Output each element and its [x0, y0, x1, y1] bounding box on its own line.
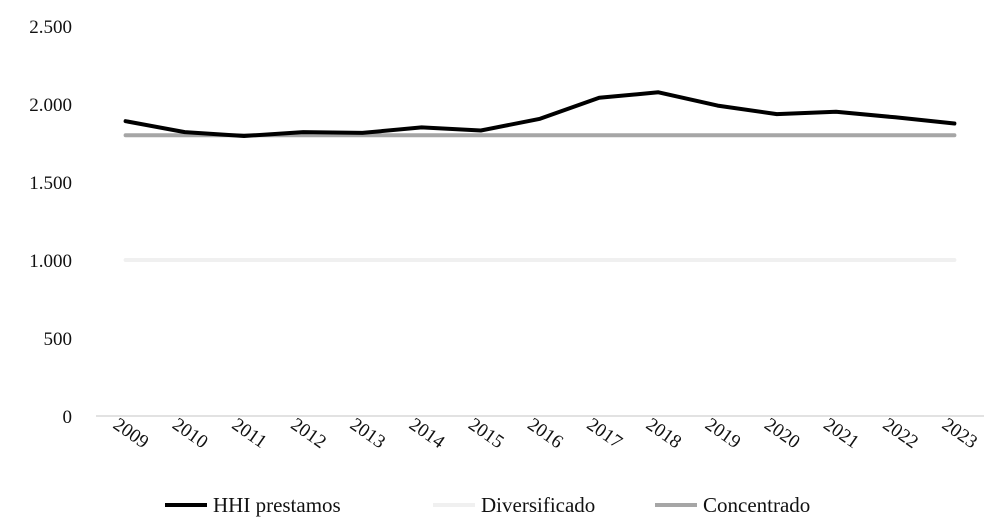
legend-label-concentrado: Concentrado	[703, 492, 811, 517]
x-tick-label: 2016	[524, 414, 567, 453]
x-tick-label: 2015	[464, 414, 507, 453]
x-tick-label: 2018	[642, 414, 685, 453]
legend-label-diversificado: Diversificado	[481, 492, 596, 517]
legend-swatch-hhi-prestamos	[165, 503, 207, 507]
x-tick-label: 2023	[938, 414, 981, 453]
x-tick-label: 2011	[228, 414, 271, 453]
y-axis-ticks: 0 500 1.000 1.500 2.000 2.500	[29, 17, 72, 428]
x-tick-label: 2009	[109, 414, 152, 453]
x-tick-label: 2020	[760, 414, 803, 453]
legend-swatch-concentrado	[655, 503, 697, 507]
legend-item-concentrado: Concentrado	[655, 490, 810, 520]
line-chart: 0 500 1.000 1.500 2.000 2.500 2009 2010 2011 201…	[29, 17, 984, 453]
legend-item-diversificado: Diversificado	[433, 490, 595, 520]
x-tick-label: 2022	[879, 414, 922, 453]
y-tick-label: 500	[44, 329, 73, 350]
y-tick-label: 2.000	[29, 95, 72, 116]
y-tick-label: 2.500	[29, 17, 72, 38]
y-tick-label: 0	[63, 407, 73, 428]
x-tick-label: 2021	[820, 414, 863, 453]
legend-item-hhi-prestamos: HHI prestamos	[165, 490, 341, 520]
series-layer	[123, 90, 957, 262]
y-tick-label: 1.000	[29, 251, 72, 272]
x-axis-ticks: 2009 2010 2011 2012 2013 2014 2015 2016 2017 2018…	[109, 414, 981, 453]
legend: HHI prestamos Diversificado Concentrado	[0, 490, 1001, 520]
legend-swatch-diversificado	[433, 503, 475, 507]
x-tick-label: 2017	[583, 414, 626, 453]
x-tick-label: 2012	[287, 414, 330, 453]
legend-label-hhi-prestamos: HHI prestamos	[213, 492, 341, 517]
y-tick-label: 1.500	[29, 173, 72, 194]
x-tick-label: 2010	[168, 414, 211, 453]
x-tick-label: 2014	[405, 414, 449, 453]
x-tick-label: 2019	[701, 414, 744, 453]
series-line-hhi-prestamos	[123, 90, 957, 138]
x-tick-label: 2013	[346, 414, 389, 453]
